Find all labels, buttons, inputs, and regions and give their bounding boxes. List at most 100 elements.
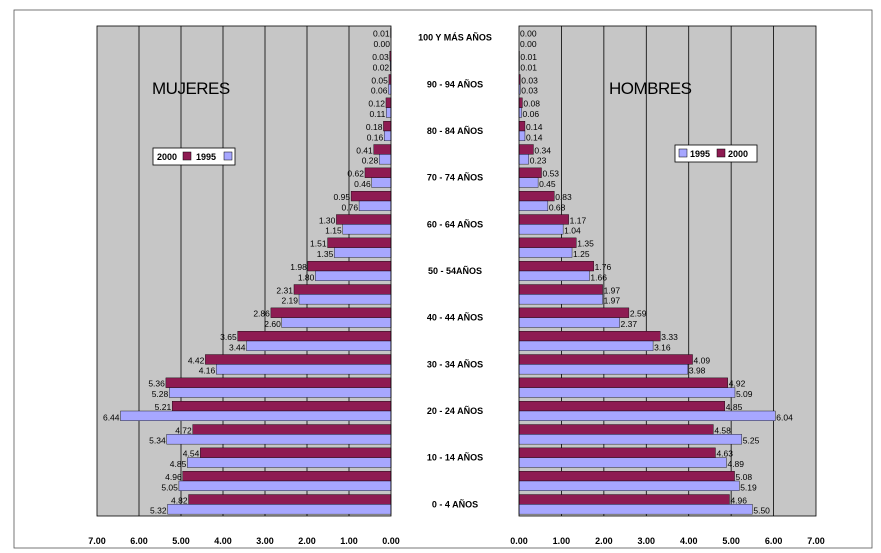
women-bar-1995 <box>315 270 392 282</box>
men-label-1995: 0.06 <box>523 109 540 119</box>
men-label-2000: 1.35 <box>577 239 594 249</box>
women-legend: 2000 1995 <box>152 147 236 166</box>
women-plot-border <box>96 25 392 517</box>
men-label-1995: 3.16 <box>654 342 671 352</box>
men-bar-1995 <box>518 224 564 235</box>
men-bar-2000 <box>518 120 526 132</box>
women-bar-2000 <box>270 307 392 318</box>
men-label-1995: 5.25 <box>743 436 760 446</box>
age-group-label: 10 - 14 AÑOS <box>427 453 483 463</box>
men-panel-title: HOMBRES <box>609 79 692 98</box>
men-bar-1995 <box>518 387 736 398</box>
men-label-2000: 1.17 <box>570 215 587 225</box>
women-bar-2000 <box>165 377 392 388</box>
men-label-2000: 0.08 <box>523 99 540 109</box>
women-x-tick: 0.00 <box>382 536 400 546</box>
women-label-2000: 0.95 <box>334 192 351 202</box>
men-label-2000: 1.76 <box>595 262 612 272</box>
men-label-2000: 0.14 <box>526 122 543 132</box>
men-bar-2000 <box>518 261 594 272</box>
women-label-2000: 5.36 <box>148 379 165 389</box>
men-label-2000: 0.53 <box>542 169 559 179</box>
women-bar-2000 <box>373 144 392 155</box>
men-bar-2000 <box>518 167 542 178</box>
women-bar-2000 <box>192 424 392 435</box>
men-bar-1995 <box>518 270 590 282</box>
women-bar-1995 <box>334 247 392 258</box>
men-label-1995: 0.23 <box>530 156 547 166</box>
women-bar-1995 <box>379 154 392 165</box>
men-bar-2000 <box>518 190 555 202</box>
women-bar-1995 <box>166 434 392 445</box>
women-bar-2000 <box>364 167 392 178</box>
men-label-2000: 4.09 <box>694 355 711 365</box>
men-bar-1995 <box>518 130 526 142</box>
men-label-1995: 1.25 <box>573 249 590 259</box>
men-label-2000: 5.08 <box>736 472 753 482</box>
men-bar-1995 <box>518 364 689 375</box>
women-x-tick: 2.00 <box>298 536 316 546</box>
men-x-tick: 3.00 <box>638 536 656 546</box>
women-bar-2000 <box>293 284 392 295</box>
women-panel-title: MUJERES <box>152 79 230 98</box>
women-bar-2000 <box>336 214 392 225</box>
men-label-1995: 0.00 <box>520 39 537 49</box>
women-bar-2000 <box>383 120 392 132</box>
women-label-2000: 0.05 <box>371 75 388 85</box>
men-label-1995: 1.97 <box>604 296 621 306</box>
men-bar-1995 <box>518 317 620 328</box>
men-label-2000: 4.63 <box>716 449 733 459</box>
women-x-tick: 1.00 <box>340 536 358 546</box>
men-x-tick-labels: 0.00 1.00 2.00 3.00 4.00 5.00 6.00 7.00 <box>510 536 825 546</box>
men-bar-2000 <box>518 214 569 225</box>
women-bar-1995 <box>358 200 392 212</box>
women-bar-1995 <box>167 504 392 515</box>
women-label-1995: 4.16 <box>199 366 216 376</box>
women-label-1995: 0.06 <box>371 86 388 96</box>
age-group-label: 60 - 64 AÑOS <box>427 219 483 229</box>
men-bar-2000 <box>518 354 693 365</box>
women-label-1995: 2.19 <box>281 296 298 306</box>
women-bar-2000 <box>205 354 392 365</box>
women-label-2000: 4.42 <box>188 355 205 365</box>
women-x-tick-labels: 7.00 6.00 5.00 4.00 3.00 2.00 1.00 0.00 <box>88 536 400 546</box>
men-label-2000: 4.58 <box>714 425 731 435</box>
women-label-2000: 4.54 <box>183 449 200 459</box>
women-legend-swatch-1995 <box>223 151 233 161</box>
men-x-tick: 6.00 <box>765 536 783 546</box>
women-label-1995: 0.76 <box>342 202 359 212</box>
men-label-1995: 0.68 <box>549 202 566 212</box>
women-bar-2000 <box>200 447 392 458</box>
men-label-1995: 5.19 <box>740 482 757 492</box>
women-bar-2000 <box>182 471 392 482</box>
women-label-1995: 0.16 <box>367 132 384 142</box>
women-legend-swatch-2000 <box>182 151 192 161</box>
women-label-2000: 5.21 <box>155 402 172 412</box>
women-label-2000: 1.51 <box>310 239 327 249</box>
women-legend-box <box>152 147 236 166</box>
men-label-2000: 2.59 <box>630 309 647 319</box>
men-label-1995: 0.45 <box>539 179 556 189</box>
women-label-1995: 1.35 <box>317 249 334 259</box>
men-label-1995: 2.37 <box>621 319 638 329</box>
women-bar-2000 <box>237 331 392 342</box>
age-group-label: 0 - 4 AÑOS <box>432 499 478 509</box>
women-label-2000: 1.98 <box>290 262 307 272</box>
men-label-1995: 5.50 <box>753 506 770 516</box>
men-x-tick: 5.00 <box>722 536 740 546</box>
women-label-2000: 0.18 <box>366 122 383 132</box>
women-label-2000: 4.96 <box>165 472 182 482</box>
women-bar-2000 <box>171 401 392 412</box>
women-bar-1995 <box>178 480 392 492</box>
men-bar-1995 <box>518 410 776 422</box>
men-bar-2000 <box>518 237 577 248</box>
women-label-2000: 4.72 <box>175 425 192 435</box>
women-label-2000: 1.30 <box>319 215 336 225</box>
men-label-1995: 1.66 <box>590 272 607 282</box>
men-x-tick: 1.00 <box>553 536 571 546</box>
men-bar-2000 <box>518 471 735 482</box>
men-label-1995: 1.04 <box>564 226 581 236</box>
women-x-tick: 4.00 <box>214 536 232 546</box>
men-legend-swatch-2000 <box>716 148 726 158</box>
men-label-1995: 0.03 <box>521 86 538 96</box>
